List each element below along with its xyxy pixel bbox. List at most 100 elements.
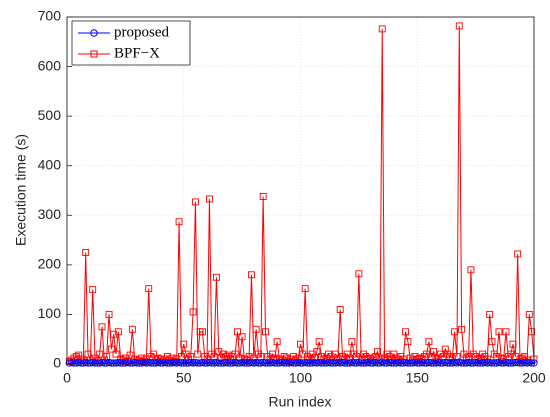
marker [252,325,260,333]
marker [390,359,398,367]
marker [107,359,116,367]
marker [75,351,83,359]
marker [238,333,246,341]
marker [273,338,281,346]
legend-label: BPF−X [114,45,160,61]
marker [336,306,344,313]
marker [320,355,328,363]
marker [201,359,209,367]
marker [350,350,358,358]
marker [82,249,90,256]
marker [93,359,102,367]
marker [488,359,496,367]
marker [212,273,220,281]
marker [145,285,153,293]
marker [77,359,85,367]
marker [301,285,309,293]
x-tick-label: 150 [406,370,430,386]
marker [404,338,412,346]
marker [441,345,449,353]
marker [374,348,382,356]
marker [320,359,328,367]
x-axis-label: Run index [268,394,331,410]
marker [177,359,186,367]
marker [420,359,428,367]
marker [380,359,389,367]
marker [357,359,365,367]
marker [191,198,199,206]
marker [126,359,134,367]
marker [194,359,202,367]
marker [458,325,466,333]
marker [126,351,134,359]
marker [348,338,356,346]
marker [341,359,349,367]
marker [402,328,410,336]
marker [511,358,519,367]
marker [128,325,136,333]
x-tick-label: 200 [522,370,546,386]
marker [147,359,155,367]
marker [444,350,452,358]
marker [308,350,316,358]
marker [479,350,487,358]
marker [226,359,235,367]
marker [325,350,332,358]
marker [84,359,92,367]
marker [486,310,494,318]
marker [528,328,536,336]
marker [119,359,127,367]
y-tick-label: 400 [38,156,62,172]
y-tick-label: 200 [38,256,62,272]
marker [233,359,242,367]
marker [243,359,251,367]
marker [469,350,477,358]
marker [490,350,498,358]
marker [455,22,463,30]
marker [117,359,125,367]
marker [436,359,445,367]
x-tick-label: 100 [289,370,313,386]
y-tick-label: 300 [38,206,62,222]
marker [110,330,118,338]
marker [96,350,104,358]
marker [460,359,468,367]
marker [224,351,232,359]
marker [504,359,512,367]
marker [490,359,498,367]
marker [467,359,475,367]
marker [306,359,314,367]
marker [355,270,363,278]
marker [313,348,321,356]
marker [261,359,270,367]
marker [488,338,496,346]
marker [315,338,323,346]
marker [506,359,515,367]
marker [180,359,188,367]
marker [269,350,276,358]
marker [114,328,122,336]
marker [350,359,358,367]
marker [89,286,97,294]
marker [226,355,234,363]
marker [437,350,445,358]
marker [366,359,375,367]
legend-marker [90,29,98,37]
marker [495,328,503,336]
marker [182,350,190,358]
marker [248,271,255,279]
marker [406,359,414,367]
marker [303,359,312,367]
marker [224,359,232,367]
marker [360,350,367,358]
marker [443,359,452,367]
y-tick-label: 100 [38,305,62,321]
legend-marker [90,50,98,58]
marker [343,359,351,367]
marker [299,350,307,358]
marker [474,359,482,367]
marker [383,350,391,358]
marker [100,359,109,367]
y-tick-label: 600 [38,57,62,73]
